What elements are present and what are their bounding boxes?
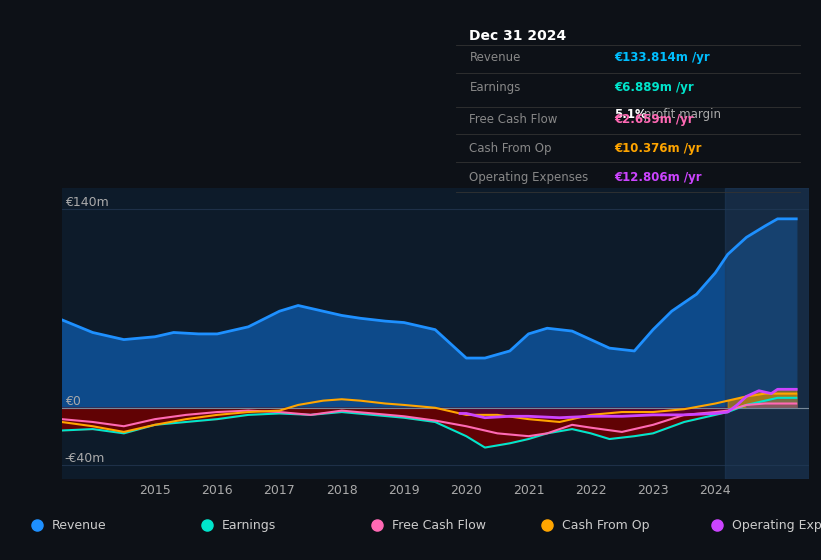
Text: Earnings: Earnings: [470, 81, 521, 94]
Text: €0: €0: [65, 395, 80, 408]
Text: Operating Expenses: Operating Expenses: [470, 171, 589, 184]
Text: Cash From Op: Cash From Op: [470, 142, 552, 155]
Bar: [725, 188, 809, 479]
Text: €10.376m /yr: €10.376m /yr: [614, 142, 702, 155]
Text: €140m: €140m: [65, 196, 108, 209]
Text: Revenue: Revenue: [53, 519, 107, 532]
Text: €12.806m /yr: €12.806m /yr: [614, 171, 702, 184]
Text: Revenue: Revenue: [470, 52, 521, 64]
Text: €133.814m /yr: €133.814m /yr: [614, 52, 710, 64]
Text: Free Cash Flow: Free Cash Flow: [470, 113, 557, 126]
Text: €2.659m /yr: €2.659m /yr: [614, 113, 694, 126]
Text: Operating Expenses: Operating Expenses: [732, 519, 821, 532]
Text: Dec 31 2024: Dec 31 2024: [470, 29, 566, 43]
Text: 5.1%: 5.1%: [614, 108, 647, 121]
Text: Free Cash Flow: Free Cash Flow: [392, 519, 486, 532]
Text: Cash From Op: Cash From Op: [562, 519, 649, 532]
Text: -€40m: -€40m: [65, 451, 105, 465]
Text: Earnings: Earnings: [222, 519, 277, 532]
Text: profit margin: profit margin: [640, 108, 721, 121]
Text: €6.889m /yr: €6.889m /yr: [614, 81, 694, 94]
